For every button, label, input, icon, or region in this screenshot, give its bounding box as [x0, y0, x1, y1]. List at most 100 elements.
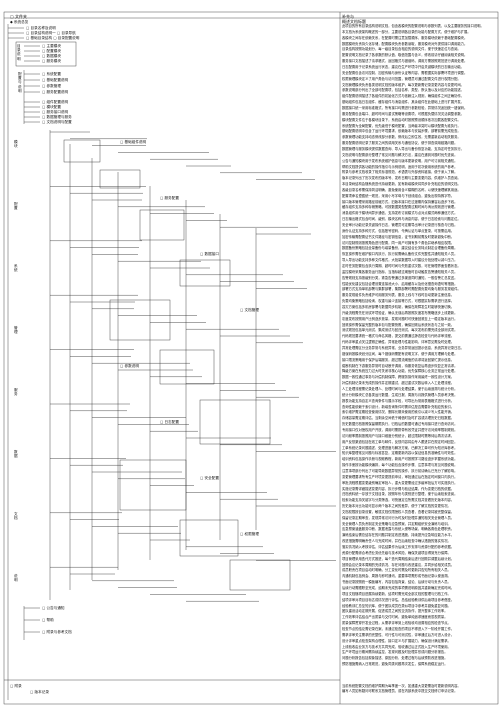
description-line: 专用接口仅对授权用户开放，调用时需携带有效凭证并遵守访问频率限制规则。	[342, 427, 458, 432]
group-b-item[interactable]: ▢ 服务配置说明	[42, 90, 69, 94]
footnote-line: 当前系统配置文档的维护周期为每季度一次，如遇重大变更需及时更新说明内容。	[342, 684, 461, 688]
description-line: 容灾方案包括多机房部署与数据同步机制，确保在故障发生时能够快速切换。	[342, 305, 455, 310]
description-line: 数据接口统一采用标准格式，所有接口均需进行参数校验，异常情况返回统一错误码。	[342, 105, 468, 110]
description-line: 历史版本对比功能可显示两个版本之间的差异，便于了解文档的变更情况。	[342, 504, 451, 509]
description-line: 实施记录需详细描述变更内容、执行步骤与验证结果，作为变更归档的依据。	[342, 486, 455, 491]
description-line: 目录结构按照功能划分，每一级目录包含相应的说明文件，便于快速定位与查阅。	[342, 47, 461, 52]
description-line: 测试规范包括单元测试、集成测试与回归测试，每次发布前需完成全部测试项。	[342, 328, 458, 333]
tree-top-item[interactable]: ▢ 基础目录结构 ▢ 目录配置说明	[26, 36, 80, 40]
nested-box	[109, 299, 171, 341]
mid-item[interactable]: ▢ 数据管理与服务	[42, 115, 72, 119]
description-line: 需求评审关注需求的完整性、可行性与可测试性，评审通过后方可进入设计。	[342, 632, 455, 637]
group-b-item[interactable]: ▢ 系统配置	[42, 72, 61, 76]
description-line: 经验教训汇总至知识库，便于团队成员在类似项目中参考并避免重复问题。	[342, 603, 451, 608]
deep-item[interactable]: ▢ 基础组件说明	[120, 140, 147, 144]
description-line: 此项目的所有目录结构说明文档，包含各模块的配置说明与参数列表，以及主要服务的接口…	[342, 24, 484, 28]
description-line: 预防措施需纳入日常规范，避免同类问题再次发生，保障系统稳定运行。	[342, 662, 448, 667]
bottom-item[interactable]: ▢ 帮助	[42, 618, 54, 622]
description-line: 加密传输需配置证书文件路径与密钥信息，证书到期前需及时更新避免中断。	[342, 234, 455, 239]
description-heading: 概述文档标题	[342, 19, 366, 24]
deep-item[interactable]: ▢ 日志配置	[160, 420, 179, 424]
description-line: 异常处理需区分业务异常与系统异常，业务异常返回提示信息，系统异常记录日志。	[342, 346, 464, 350]
description-line: 系统配置为全局配置，优先级低于模块配置，当两者冲突时以模块配置为准执行。	[342, 123, 461, 128]
deep-item[interactable]: ▢ 参数说明	[120, 364, 139, 368]
description-line: 错误码按模块划分区间，每个错误码需配有说明文字，便于调用方理解与处理。	[342, 351, 458, 356]
mid-item[interactable]: ▢ 文档说明与配置	[42, 120, 72, 124]
footer-root[interactable]: ▢ 附录	[10, 684, 22, 688]
tree-top-item[interactable]: ▢ 目录结构说明一 ▢ 目录导航	[26, 31, 76, 35]
description-line: 后续行动需跟踪至完成，逾期未完成的事项需说明原因并重新确定完成时间。	[342, 586, 455, 591]
mid-item[interactable]: ▢ 组件配置说明	[42, 100, 69, 104]
description-line: 定时任务配置包含执行周期、超时时间与失败重试次数，可在管理界面查看状态。	[342, 264, 461, 269]
description-line: 检索功能支持关键字与分类筛选，可快速定位所需文档并查看历史版本内容。	[342, 498, 455, 503]
description-line: 模块配置文件位于各模块目录下，系统启动时按照预设顺序依次加载各配置文件。	[342, 117, 461, 122]
description-line: 接口版本管理采用路径前缀方式，旧版本接口在过渡期内保持兼容后逐步下线。	[342, 199, 458, 204]
footer-item[interactable]: ▢ 版本记录	[30, 690, 49, 694]
group-b-item[interactable]: ▢ 参数管理	[42, 84, 61, 88]
description-line: 安全配置包含访问控制、加密传输与身份认证等内容，需根据实际部署环境进行调整。	[342, 70, 468, 75]
description-line: 审批流程根据变更级别确定审批人，重大变更需经过多级审批后方可实施执行。	[342, 480, 458, 485]
description-line: 生产环境运行期间需持续监控，发现问题及时处理并形成问题分析报告。	[342, 650, 448, 655]
description-line: 统计分析模块汇总各类运行数据，生成日报、周报与月报供管理人员参考决策。	[342, 392, 458, 397]
description-line: 工作效率评估结合产出质量与交付时间，避免单纯追求速度而忽视质量。	[342, 615, 448, 620]
bottom-item[interactable]: ▢ 附录与参考文档	[42, 630, 72, 634]
description-line: 本文档为系统架构概述的一部分，主要说明各目录的功能与配置方式，便于维护与扩展。	[342, 29, 471, 34]
description-line: 监控模块采集各服务运行指标，当指标超过阈值时自动触发告警通知相关人员。	[342, 269, 458, 274]
description-line: 性能优化建议包括合理设置连接池大小、启用缓存以及优化慢查询语句等措施。	[342, 281, 458, 286]
description-line: 参数说明部分列出了全部可配置项，包括名称、类型、默认值以及对应的功能描述。	[342, 88, 464, 93]
group-a-box	[15, 41, 77, 67]
description-line: 服务配置说明记录了服务之间的调用关系与通信协议，便于排查调用链路问题。	[342, 141, 458, 146]
group-a-item[interactable]: ▢ 数据模块	[42, 54, 61, 58]
group-a-item[interactable]: ▢ 主要模块	[42, 44, 61, 48]
description-line: 改进措施需明确责任人与完成时间，并在后续检查中确认措施的落实情况。	[342, 539, 451, 544]
description-line: 降级方案在系统压力过大时关闭非核心功能，优先保障核心业务正常运行处理。	[342, 369, 458, 374]
description-line: 成员职责在项目启动时明确，分工变化时需及时更新并告知所有相关人员。	[342, 568, 451, 573]
mid-item[interactable]: ▢ 模块配置	[42, 105, 61, 109]
description-line: 日志输出格式包含时间、级别、模块名称与消息内容，便于日志检索与问题定位。	[342, 217, 461, 222]
description-header: 补充与	[342, 14, 354, 19]
tree-header: ▢ 文件夹	[10, 14, 28, 19]
description-line: 工单系统记录问题描述、处理进度与解决方案，已解决工单可作为知识库参考。	[342, 445, 458, 450]
description-line: 设计评审重点检查架构合理性、接口定义与扩展能力，确保设计满足需求。	[342, 638, 451, 643]
section-label: 模块	[14, 140, 18, 149]
group-a-item[interactable]: ▢ 配置模块	[42, 49, 61, 53]
tree-top-item[interactable]: ▢ 目录名称及说明	[26, 26, 56, 30]
description-line: 公告与通知模块用于发布系统维护信息与版本更新说明，用户可订阅相关通知。	[342, 158, 458, 163]
description-line: 基础组件包括日志组件、缓存组件与消息组件，其余组件在此基础上进行扩展开发。	[342, 100, 464, 105]
description-line: 索引维护需定期检查使用情况，删除长期未使用的索引以减少写入性能开销。	[342, 410, 455, 415]
deep-item[interactable]: ▢ 服务配置	[160, 196, 179, 200]
deep-item[interactable]: ▢ 数据接口	[200, 252, 219, 256]
description-line: 质量保障贯穿开发全过程，从需求评审到上线验收均设置相应的检查节点。	[342, 621, 451, 626]
description-line: 服务接口文档描述了请求格式、返回格式与错误码，调用方需按照规范进行调用处理。	[342, 59, 468, 64]
description-line: 资源分配需综合考虑业务优先级与技术风险，确保关键项目得到充分保障。	[342, 550, 451, 555]
description-line: 变更管理要求所有生产环境变更提前申请，审批通过后在指定时间窗口内执行。	[342, 474, 458, 479]
description-line: 负载均衡策略包括轮询、权重与最少连接等方式，可根据实际需求进行选择。	[342, 299, 455, 304]
description-line: 代码规范要求统一格式与命名风格，提交前需通过静态检查与代码评审流程。	[342, 334, 455, 339]
deep-item[interactable]: ▢ 权限管理	[240, 532, 259, 536]
description-line: 结项评审对项目目标达成情况进行评估，总结经验教训供后续项目参考借鉴。	[342, 597, 455, 602]
description-line: 沟通机制包括例会、周报与即时通讯，重要事项需形成书面记录以便追溯。	[342, 574, 451, 579]
nested-box	[139, 209, 185, 241]
nested-box	[63, 139, 101, 163]
nested-box	[119, 459, 187, 511]
description-line: 文档管理模块负责各类说明文档的版本维护，每次更新需记录变更内容与变更时间。	[342, 82, 464, 87]
description-line: 存储容量需定期评估，当剩余空间低于阈值时及时扩容或清理历史归档数据。	[342, 416, 455, 421]
bottom-item[interactable]: ▢ 公告与通知	[42, 606, 65, 610]
description-line: 检查节点的结论需记录在案，未通过检查的项目不得进入下一阶段开展工作。	[342, 627, 455, 632]
mid-item[interactable]: ▢ 服务接口说明	[42, 110, 69, 114]
description-line: 接口限流策略用于保护后端服务，超过限流阈值的请求将返回繁忙提示信息。	[342, 357, 455, 362]
description-line: 报表功能支持自定义查询条件与展示字段，可导出为常用表格格式进行分析。	[342, 398, 455, 403]
description-line: 版本记录列出了历次发布的版本号、发布日期与主要变更内容，供维护人员查阅。	[342, 176, 461, 181]
description-line: 数据模块负责持久化存储，配置模块负责参数读取，服务模块对外提供接口调用能力。	[342, 41, 468, 46]
section-label: 管理	[14, 326, 18, 335]
deep-item[interactable]: ▢ 文档管理	[240, 308, 259, 312]
description-line: 数据备份策略包括全量备份与增量备份，建议结合业务特点制定合理备份周期。	[342, 246, 458, 251]
group-b-item[interactable]: ▢ 基础配置说明	[42, 78, 69, 82]
description-line: 人工处理流程需记录处理人、处理时间与处理结果，便于后续追溯与统计分析。	[342, 386, 458, 391]
deep-item[interactable]: ▢ 安全配置	[200, 476, 219, 480]
description-line: 身份认证支持多种方式，包括账号密码、令牌认证与单点登录，可按需启用。	[342, 228, 455, 233]
description-line: 权限管理模块定义了用户角色与访问范围，管理员可通过配置文件进行权限分配。	[342, 76, 461, 81]
tree-root[interactable]: ◆ 系统总览	[10, 20, 29, 24]
description-line: 用户反馈渠道包括在线工单与邮件，反馈内容将由专人跟进并在规定时间回复。	[342, 439, 458, 444]
group-a-item[interactable]: ▢ 服务模块	[42, 59, 61, 63]
